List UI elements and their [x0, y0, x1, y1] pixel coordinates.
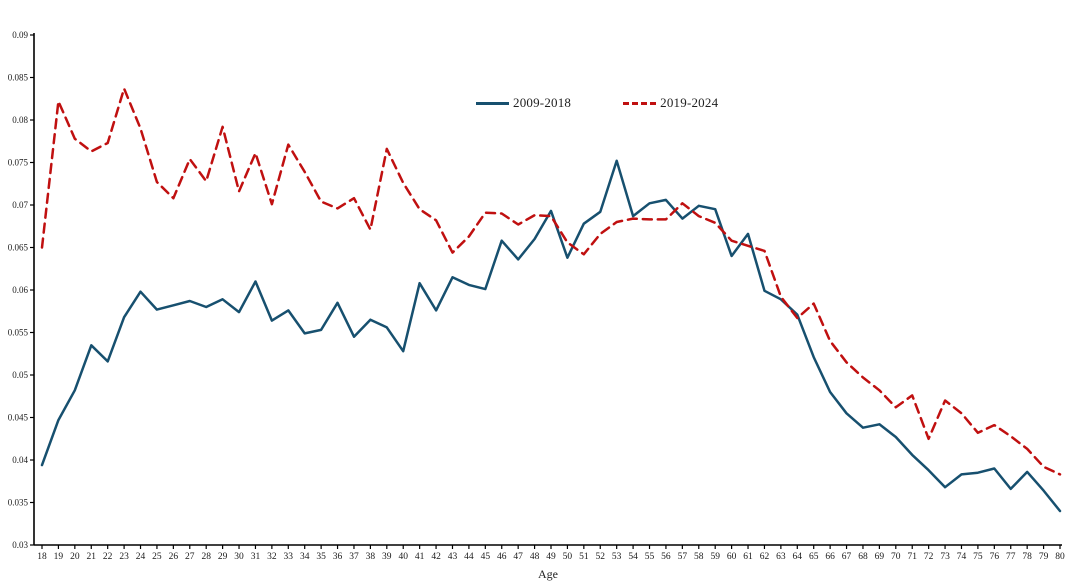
- x-tick-label: 18: [37, 552, 47, 562]
- x-tick-label: 56: [661, 552, 671, 562]
- legend-label-2009-2018: 2009-2018: [513, 95, 572, 110]
- x-tick-label: 76: [990, 552, 1000, 562]
- x-tick-label: 78: [1022, 552, 1032, 562]
- x-tick-label: 33: [284, 552, 294, 562]
- x-tick-label: 38: [366, 552, 376, 562]
- x-tick-label: 55: [645, 552, 655, 562]
- x-tick-label: 20: [70, 552, 80, 562]
- x-tick-label: 62: [760, 552, 770, 562]
- y-tick-label: 0.035: [8, 498, 29, 508]
- x-tick-label: 80: [1055, 552, 1065, 562]
- x-tick-label: 63: [776, 552, 786, 562]
- x-tick-label: 43: [448, 552, 458, 562]
- x-tick-label: 47: [513, 552, 523, 562]
- x-tick-label: 72: [924, 552, 934, 562]
- x-tick-label: 66: [825, 552, 835, 562]
- x-tick-label: 36: [333, 552, 343, 562]
- series-line-2009-2018: [40, 159, 1062, 513]
- y-tick-label: 0.085: [8, 73, 29, 83]
- x-tick-label: 24: [136, 552, 146, 562]
- x-tick-label: 30: [234, 552, 244, 562]
- legend-label-2019-2024: 2019-2024: [660, 95, 719, 110]
- x-tick-label: 34: [300, 552, 310, 562]
- series-line-2019-2024: [40, 87, 1062, 476]
- x-tick-label: 64: [793, 552, 803, 562]
- x-tick-label: 40: [398, 552, 408, 562]
- chart-legend: 2009-2018 2019-2024: [476, 95, 718, 111]
- x-tick-label: 75: [973, 552, 983, 562]
- x-tick-label: 60: [727, 552, 737, 562]
- x-tick-label: 39: [382, 552, 392, 562]
- x-tick-label: 27: [185, 552, 195, 562]
- x-tick-label: 50: [563, 552, 573, 562]
- x-tick-label: 57: [678, 552, 688, 562]
- x-tick-label: 37: [349, 552, 359, 562]
- x-tick-label: 32: [267, 552, 277, 562]
- x-tick-label: 77: [1006, 552, 1016, 562]
- x-tick-label: 42: [431, 552, 441, 562]
- y-tick-label: 0.075: [8, 158, 29, 168]
- y-tick-label: 0.06: [12, 285, 28, 295]
- y-tick-label: 0.04: [12, 455, 28, 465]
- x-tick-label: 48: [530, 552, 540, 562]
- x-tick-label: 22: [103, 552, 113, 562]
- y-tick-label: 0.045: [8, 413, 29, 423]
- x-tick-label: 21: [87, 552, 97, 562]
- x-tick-label: 25: [152, 552, 162, 562]
- x-tick-label: 68: [858, 552, 868, 562]
- y-tick-label: 0.05: [12, 370, 28, 380]
- x-tick-label: 65: [809, 552, 819, 562]
- x-tick-label: 61: [743, 552, 753, 562]
- x-tick-label: 70: [891, 552, 901, 562]
- y-tick-label: 0.055: [8, 328, 29, 338]
- x-tick-label: 41: [415, 552, 425, 562]
- x-tick-label: 45: [481, 552, 491, 562]
- legend-item-2019-2024: 2019-2024: [623, 95, 718, 111]
- x-tick-label: 69: [875, 552, 885, 562]
- y-tick-label: 0.065: [8, 243, 29, 253]
- x-tick-label: 44: [464, 552, 474, 562]
- x-axis-title: Age: [538, 567, 558, 581]
- x-tick-label: 31: [251, 552, 261, 562]
- x-tick-label: 19: [54, 552, 64, 562]
- x-tick-label: 58: [694, 552, 704, 562]
- y-tick-label: 0.03: [12, 540, 28, 550]
- legend-item-2009-2018: 2009-2018: [476, 95, 571, 111]
- legend-solid-line-swatch: [476, 101, 509, 105]
- y-tick-label: 0.08: [12, 115, 28, 125]
- x-tick-label: 67: [842, 552, 852, 562]
- x-tick-label: 46: [497, 552, 507, 562]
- legend-dashed-line-swatch: [623, 101, 657, 105]
- x-tick-label: 59: [710, 552, 720, 562]
- x-tick-label: 23: [119, 552, 129, 562]
- x-tick-label: 79: [1039, 552, 1049, 562]
- x-tick-label: 52: [596, 552, 606, 562]
- y-tick-label: 0.07: [12, 200, 28, 210]
- x-tick-label: 51: [579, 552, 589, 562]
- x-tick-label: 53: [612, 552, 622, 562]
- x-tick-label: 73: [940, 552, 950, 562]
- x-tick-label: 28: [201, 552, 211, 562]
- x-tick-label: 54: [628, 552, 638, 562]
- x-tick-label: 35: [316, 552, 326, 562]
- y-tick-label: 0.09: [12, 30, 28, 40]
- x-tick-label: 26: [169, 552, 179, 562]
- x-tick-label: 71: [907, 552, 917, 562]
- x-tick-label: 49: [546, 552, 556, 562]
- x-tick-label: 29: [218, 552, 228, 562]
- x-tick-label: 74: [957, 552, 967, 562]
